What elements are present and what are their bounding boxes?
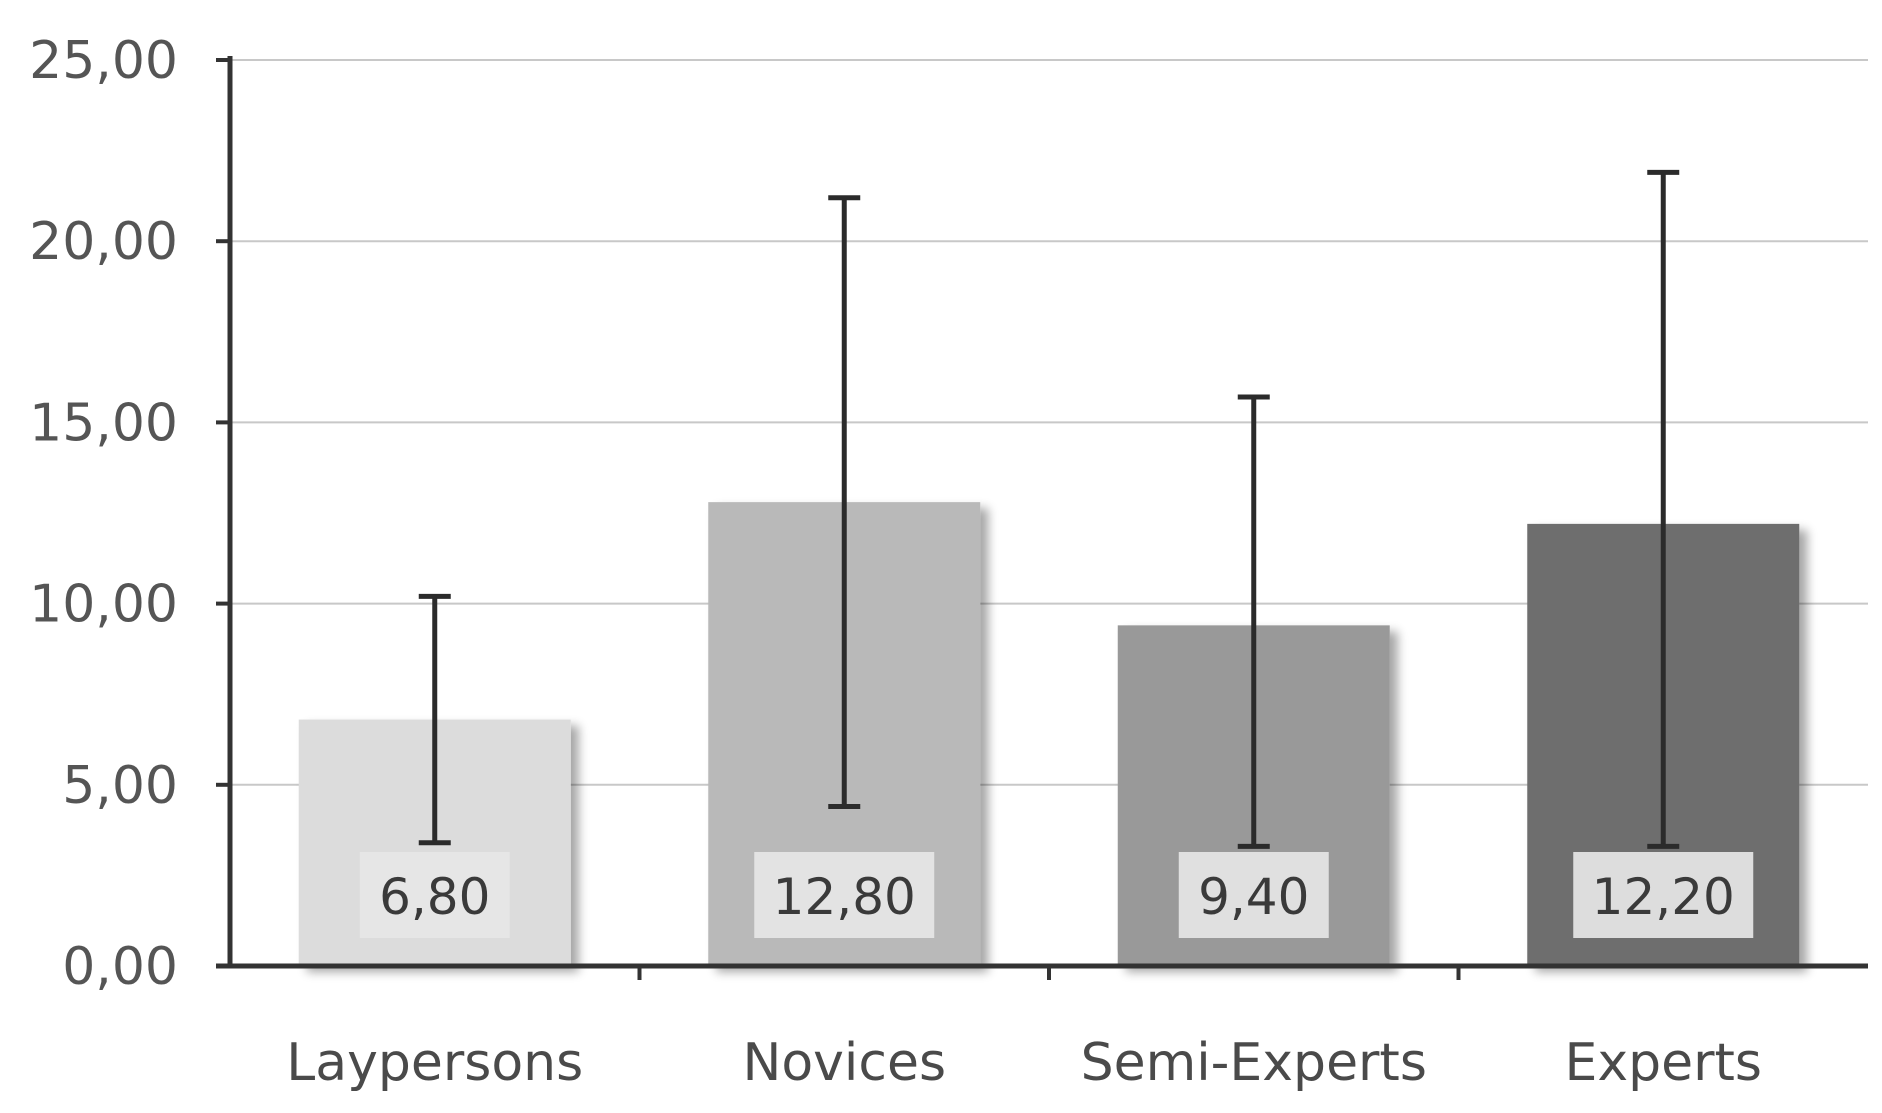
x-category-label: Experts [1565, 1033, 1763, 1093]
x-category-label: Laypersons [286, 1033, 583, 1093]
data-label: 12,20 [1592, 868, 1735, 926]
data-label-box [1573, 852, 1754, 938]
y-tick-label: 15,00 [29, 393, 178, 453]
data-label-box [359, 852, 510, 938]
data-labels: 6,80 12,80 9,40 12,20 [359, 852, 1754, 938]
axes [216, 56, 1868, 980]
y-tick-label: 10,00 [29, 575, 178, 635]
y-tick-label: 25,00 [29, 31, 178, 91]
data-label-box [754, 852, 935, 938]
x-category-label: Semi-Experts [1081, 1033, 1427, 1093]
tick-labels: 0,00 5,00 10,00 15,00 20,00 25,00 Laypersons No… [29, 31, 1762, 1093]
data-label: 12,80 [773, 868, 916, 926]
y-tick-label: 0,00 [62, 937, 178, 997]
y-tick-label: 5,00 [62, 756, 178, 816]
error-bars [418, 169, 1680, 849]
data-label-box [1178, 852, 1329, 938]
data-label: 6,80 [379, 868, 490, 926]
x-category-label: Novices [742, 1033, 946, 1093]
y-tick-label: 20,00 [29, 212, 178, 272]
data-label: 9,40 [1198, 868, 1309, 926]
